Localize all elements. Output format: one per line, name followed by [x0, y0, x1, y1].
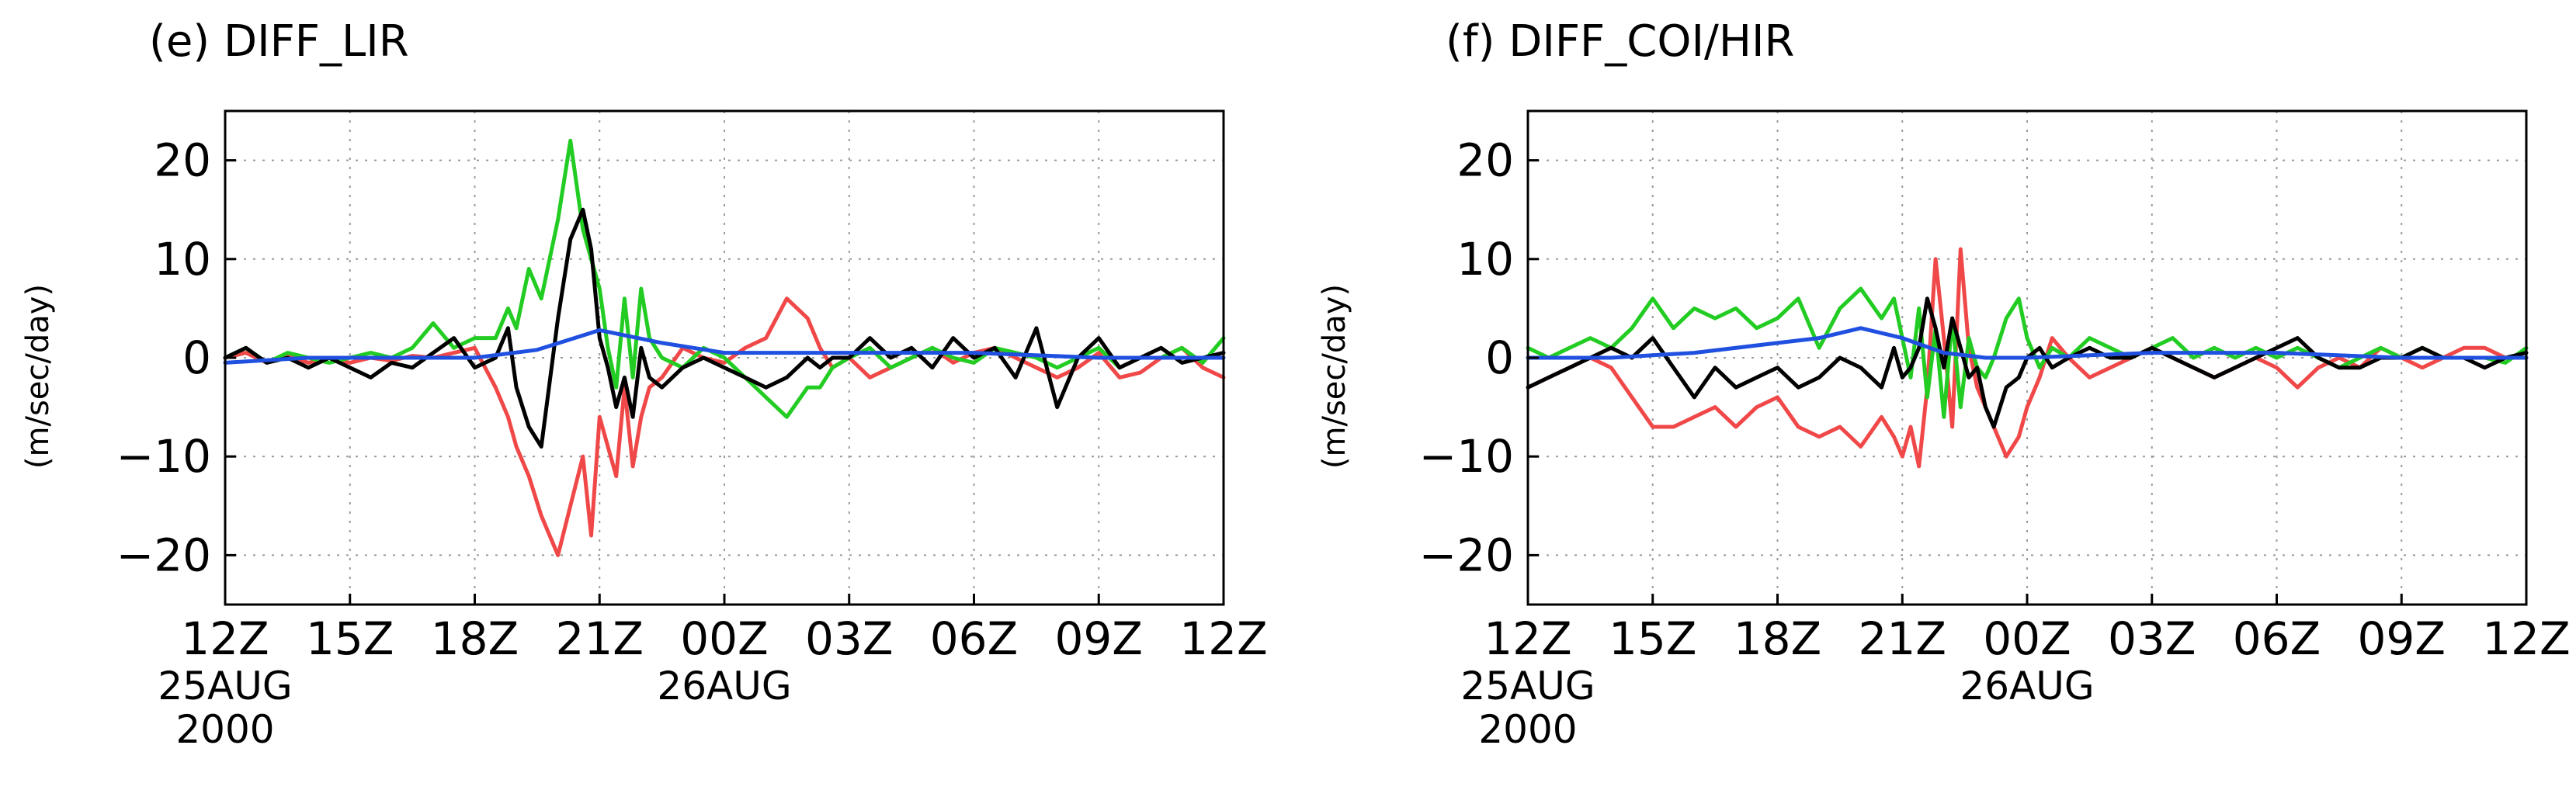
y-tick-label: 0: [1485, 331, 1514, 384]
date-label: 2000: [175, 707, 274, 752]
series-line-blue: [223, 327, 1226, 365]
y-tick-label: 10: [1456, 233, 1514, 286]
x-tick-label: 12Z: [1179, 612, 1268, 665]
y-tick-labels: 20 10 0 −10 −20: [116, 134, 211, 582]
chart-panel-f: (f) DIFF_COI/HIR (m/sec/day) 20 10 0 −10 −20…: [1317, 16, 2571, 752]
chart-title: (e) DIFF_LIR: [149, 16, 409, 67]
x-tick-label: 06Z: [2233, 612, 2321, 665]
chart-panel-e: (e) DIFF_LIR (m/sec/day) 20 10 0 −10 −20 12Z…: [20, 16, 1268, 752]
x-tick-label: 09Z: [1054, 612, 1143, 665]
x-tick-labels: 12Z 15Z 18Z 21Z 00Z 03Z 06Z 09Z 12Z: [1484, 612, 2571, 665]
x-tick-label: 15Z: [1609, 612, 1697, 665]
x-tick-label: 18Z: [1734, 612, 1822, 665]
x-tick-label: 15Z: [306, 612, 394, 665]
date-label: 25AUG: [158, 664, 292, 709]
x-tick-label: 03Z: [805, 612, 894, 665]
series-line-blue: [1526, 326, 2529, 360]
y-tick-labels: 20 10 0 −10 −20: [1419, 134, 1514, 582]
y-tick-label: −10: [1419, 430, 1514, 483]
y-tick-label: 0: [182, 331, 211, 384]
date-label: 25AUG: [1460, 664, 1595, 709]
y-tick-label: 10: [154, 233, 211, 286]
tick-marks: [224, 159, 1225, 605]
date-label: 26AUG: [1960, 664, 2094, 709]
series-group: [223, 138, 1226, 557]
series-line-red: [223, 296, 1226, 557]
x-tick-label: 18Z: [431, 612, 519, 665]
y-tick-label: 20: [154, 134, 211, 187]
date-label: 2000: [1478, 707, 1577, 752]
tick-marks: [1526, 159, 2528, 605]
grid: [225, 111, 1224, 605]
date-label: 26AUG: [657, 664, 791, 709]
x-tick-label: 21Z: [555, 612, 644, 665]
x-tick-label: 00Z: [680, 612, 769, 665]
y-tick-label: 20: [1456, 134, 1514, 187]
x-tick-labels: 12Z 15Z 18Z 21Z 00Z 03Z 06Z 09Z 12Z: [181, 612, 1268, 665]
y-tick-label: −20: [116, 528, 211, 581]
x-tick-label: 00Z: [1983, 612, 2071, 665]
series-line-black: [1526, 296, 2529, 429]
series-line-black: [223, 207, 1226, 449]
x-tick-label: 09Z: [2357, 612, 2446, 665]
y-tick-label: −20: [1419, 528, 1514, 581]
series-group: [1526, 247, 2529, 469]
y-axis-label: (m/sec/day): [20, 284, 56, 469]
grid: [1528, 111, 2526, 605]
x-tick-label: 03Z: [2108, 612, 2196, 665]
y-axis-label: (m/sec/day): [1317, 284, 1352, 469]
chart-title: (f) DIFF_COI/HIR: [1446, 16, 1794, 67]
x-tick-label: 12Z: [181, 612, 269, 665]
x-tick-label: 12Z: [2482, 612, 2571, 665]
x-tick-label: 12Z: [1484, 612, 1572, 665]
x-tick-label: 06Z: [930, 612, 1019, 665]
x-tick-label: 21Z: [1858, 612, 1946, 665]
y-tick-label: −10: [116, 430, 211, 483]
